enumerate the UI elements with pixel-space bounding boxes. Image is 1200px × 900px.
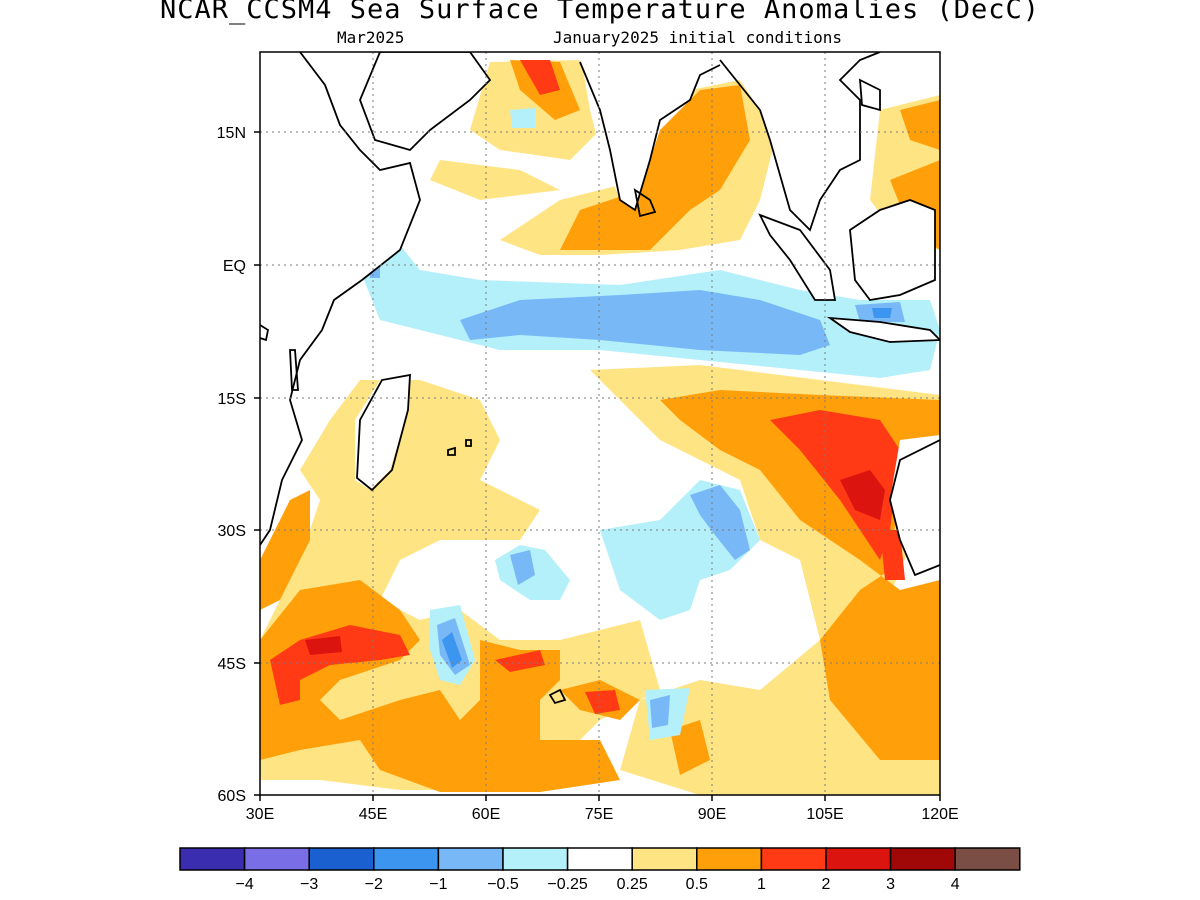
y-axis-labels: 15N EQ 15S 30S 45S 60S — [217, 125, 246, 805]
colorbar-swatch — [631, 847, 698, 871]
colorbar-label: −0.25 — [547, 876, 588, 893]
x-tick-label: 60E — [472, 806, 500, 823]
tick-marks — [254, 131, 941, 801]
gridlines — [260, 52, 940, 795]
colorbar-swatch — [760, 847, 827, 871]
x-tick-label: 30E — [246, 806, 274, 823]
initial-conditions-label: January2025 initial conditions — [553, 28, 842, 47]
colorbar-swatch — [502, 847, 569, 871]
colorbar-label: 1 — [757, 876, 766, 893]
map-frame — [259, 51, 941, 796]
anomaly-field — [260, 52, 940, 795]
map-title: NCAR_CCSM4 Sea Surface Temperature Anoma… — [159, 0, 1041, 25]
colorbar-label: −4 — [235, 876, 253, 893]
colorbar-label: 0.25 — [617, 876, 648, 893]
colorbar-swatch — [179, 847, 246, 871]
y-tick-label: EQ — [223, 258, 246, 275]
y-tick-label: 30S — [218, 523, 246, 540]
colorbar-swatch — [566, 847, 633, 871]
colorbar-label: −0.5 — [487, 876, 519, 893]
x-axis-labels: 30E 45E 60E 75E 90E 105E 120E — [246, 806, 959, 823]
y-tick-label: 60S — [218, 788, 246, 805]
y-tick-label: 15S — [218, 391, 246, 408]
x-tick-label: 45E — [359, 806, 387, 823]
colorbar-swatch — [954, 847, 1021, 871]
colorbar-swatch — [889, 847, 956, 871]
colorbar-label: −3 — [300, 876, 318, 893]
forecast-month: Mar2025 — [337, 28, 405, 47]
x-tick-label: 90E — [698, 806, 726, 823]
colorbar-swatch — [696, 847, 763, 871]
x-tick-label: 105E — [806, 806, 843, 823]
colorbar-label: 2 — [822, 876, 831, 893]
y-tick-label: 15N — [217, 125, 246, 142]
x-tick-label: 120E — [921, 806, 958, 823]
colorbar-swatch — [825, 847, 892, 871]
x-tick-label: 75E — [585, 806, 613, 823]
colorbar-swatch — [243, 847, 310, 871]
colorbar: −4 −3 −2 −1 −0.5 −0.25 0.25 0.5 1 2 3 4 — [179, 847, 1021, 893]
colorbar-label: 4 — [951, 876, 960, 893]
colorbar-label: 3 — [886, 876, 895, 893]
colorbar-label: −2 — [365, 876, 383, 893]
colorbar-swatch — [308, 847, 375, 871]
y-tick-label: 45S — [218, 656, 246, 673]
colorbar-swatch — [373, 847, 440, 871]
colorbar-label: −1 — [429, 876, 447, 893]
colorbar-swatch — [437, 847, 504, 871]
colorbar-label: 0.5 — [686, 876, 708, 893]
